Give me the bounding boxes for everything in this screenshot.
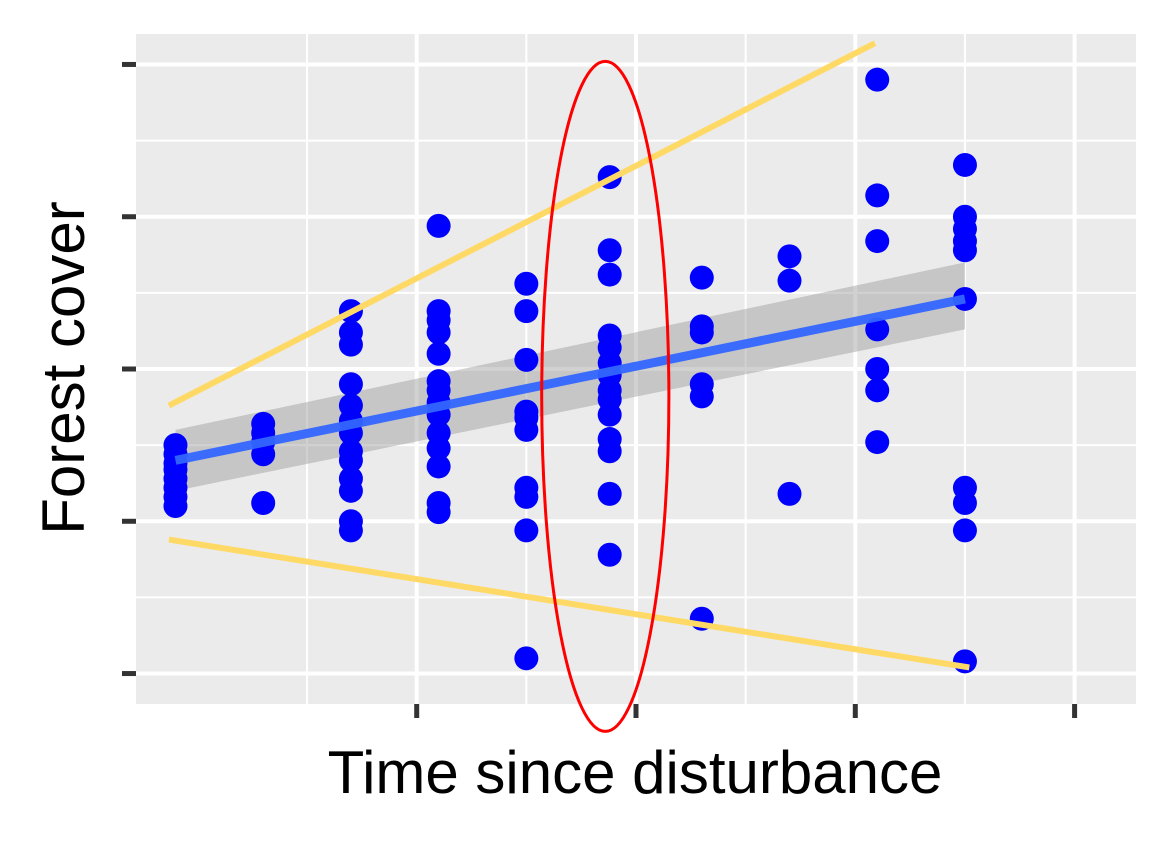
data-point xyxy=(952,238,977,263)
data-point xyxy=(426,454,451,479)
data-point xyxy=(338,518,363,543)
data-point xyxy=(865,317,890,342)
data-point xyxy=(514,518,539,543)
data-point xyxy=(251,442,276,467)
data-point xyxy=(689,265,714,290)
data-point xyxy=(514,484,539,509)
data-point xyxy=(597,439,622,464)
lower-envelope-line xyxy=(168,536,970,671)
data-point xyxy=(338,332,363,357)
data-point xyxy=(597,262,622,287)
data-point xyxy=(689,320,714,345)
highlight-ellipse xyxy=(540,59,671,733)
data-point xyxy=(597,481,622,506)
data-point xyxy=(952,518,977,543)
data-point xyxy=(514,347,539,372)
data-point xyxy=(514,646,539,671)
data-point xyxy=(777,481,802,506)
regression-line-layer xyxy=(174,294,966,465)
data-point xyxy=(338,372,363,397)
data-point xyxy=(865,67,890,92)
data-point xyxy=(952,491,977,515)
upper-envelope-line xyxy=(167,40,877,409)
data-point xyxy=(426,500,451,525)
data-point xyxy=(426,436,451,461)
highlight-layer xyxy=(540,59,671,733)
envelope-lines xyxy=(167,40,970,671)
data-point xyxy=(865,357,890,381)
y-axis-title: Forest cover xyxy=(30,201,97,534)
data-point xyxy=(865,430,890,455)
data-point xyxy=(777,268,802,293)
data-point xyxy=(865,378,890,403)
axis-ticks xyxy=(122,61,1078,718)
data-point xyxy=(777,244,802,269)
data-point xyxy=(865,229,890,254)
data-point xyxy=(251,491,276,515)
data-point xyxy=(952,152,977,177)
data-point xyxy=(865,183,890,208)
data-point xyxy=(597,542,622,567)
data-point xyxy=(597,402,622,427)
data-point xyxy=(597,238,622,263)
data-point xyxy=(338,478,363,503)
data-point xyxy=(338,448,363,473)
data-point xyxy=(426,341,451,366)
data-point xyxy=(514,299,539,324)
data-point xyxy=(426,213,451,238)
regression-line xyxy=(174,294,966,465)
data-point xyxy=(514,417,539,442)
data-point xyxy=(689,384,714,409)
data-point xyxy=(163,494,188,519)
data-point xyxy=(514,271,539,296)
data-point xyxy=(426,320,451,345)
x-axis-title: Time since disturbance xyxy=(328,739,943,806)
